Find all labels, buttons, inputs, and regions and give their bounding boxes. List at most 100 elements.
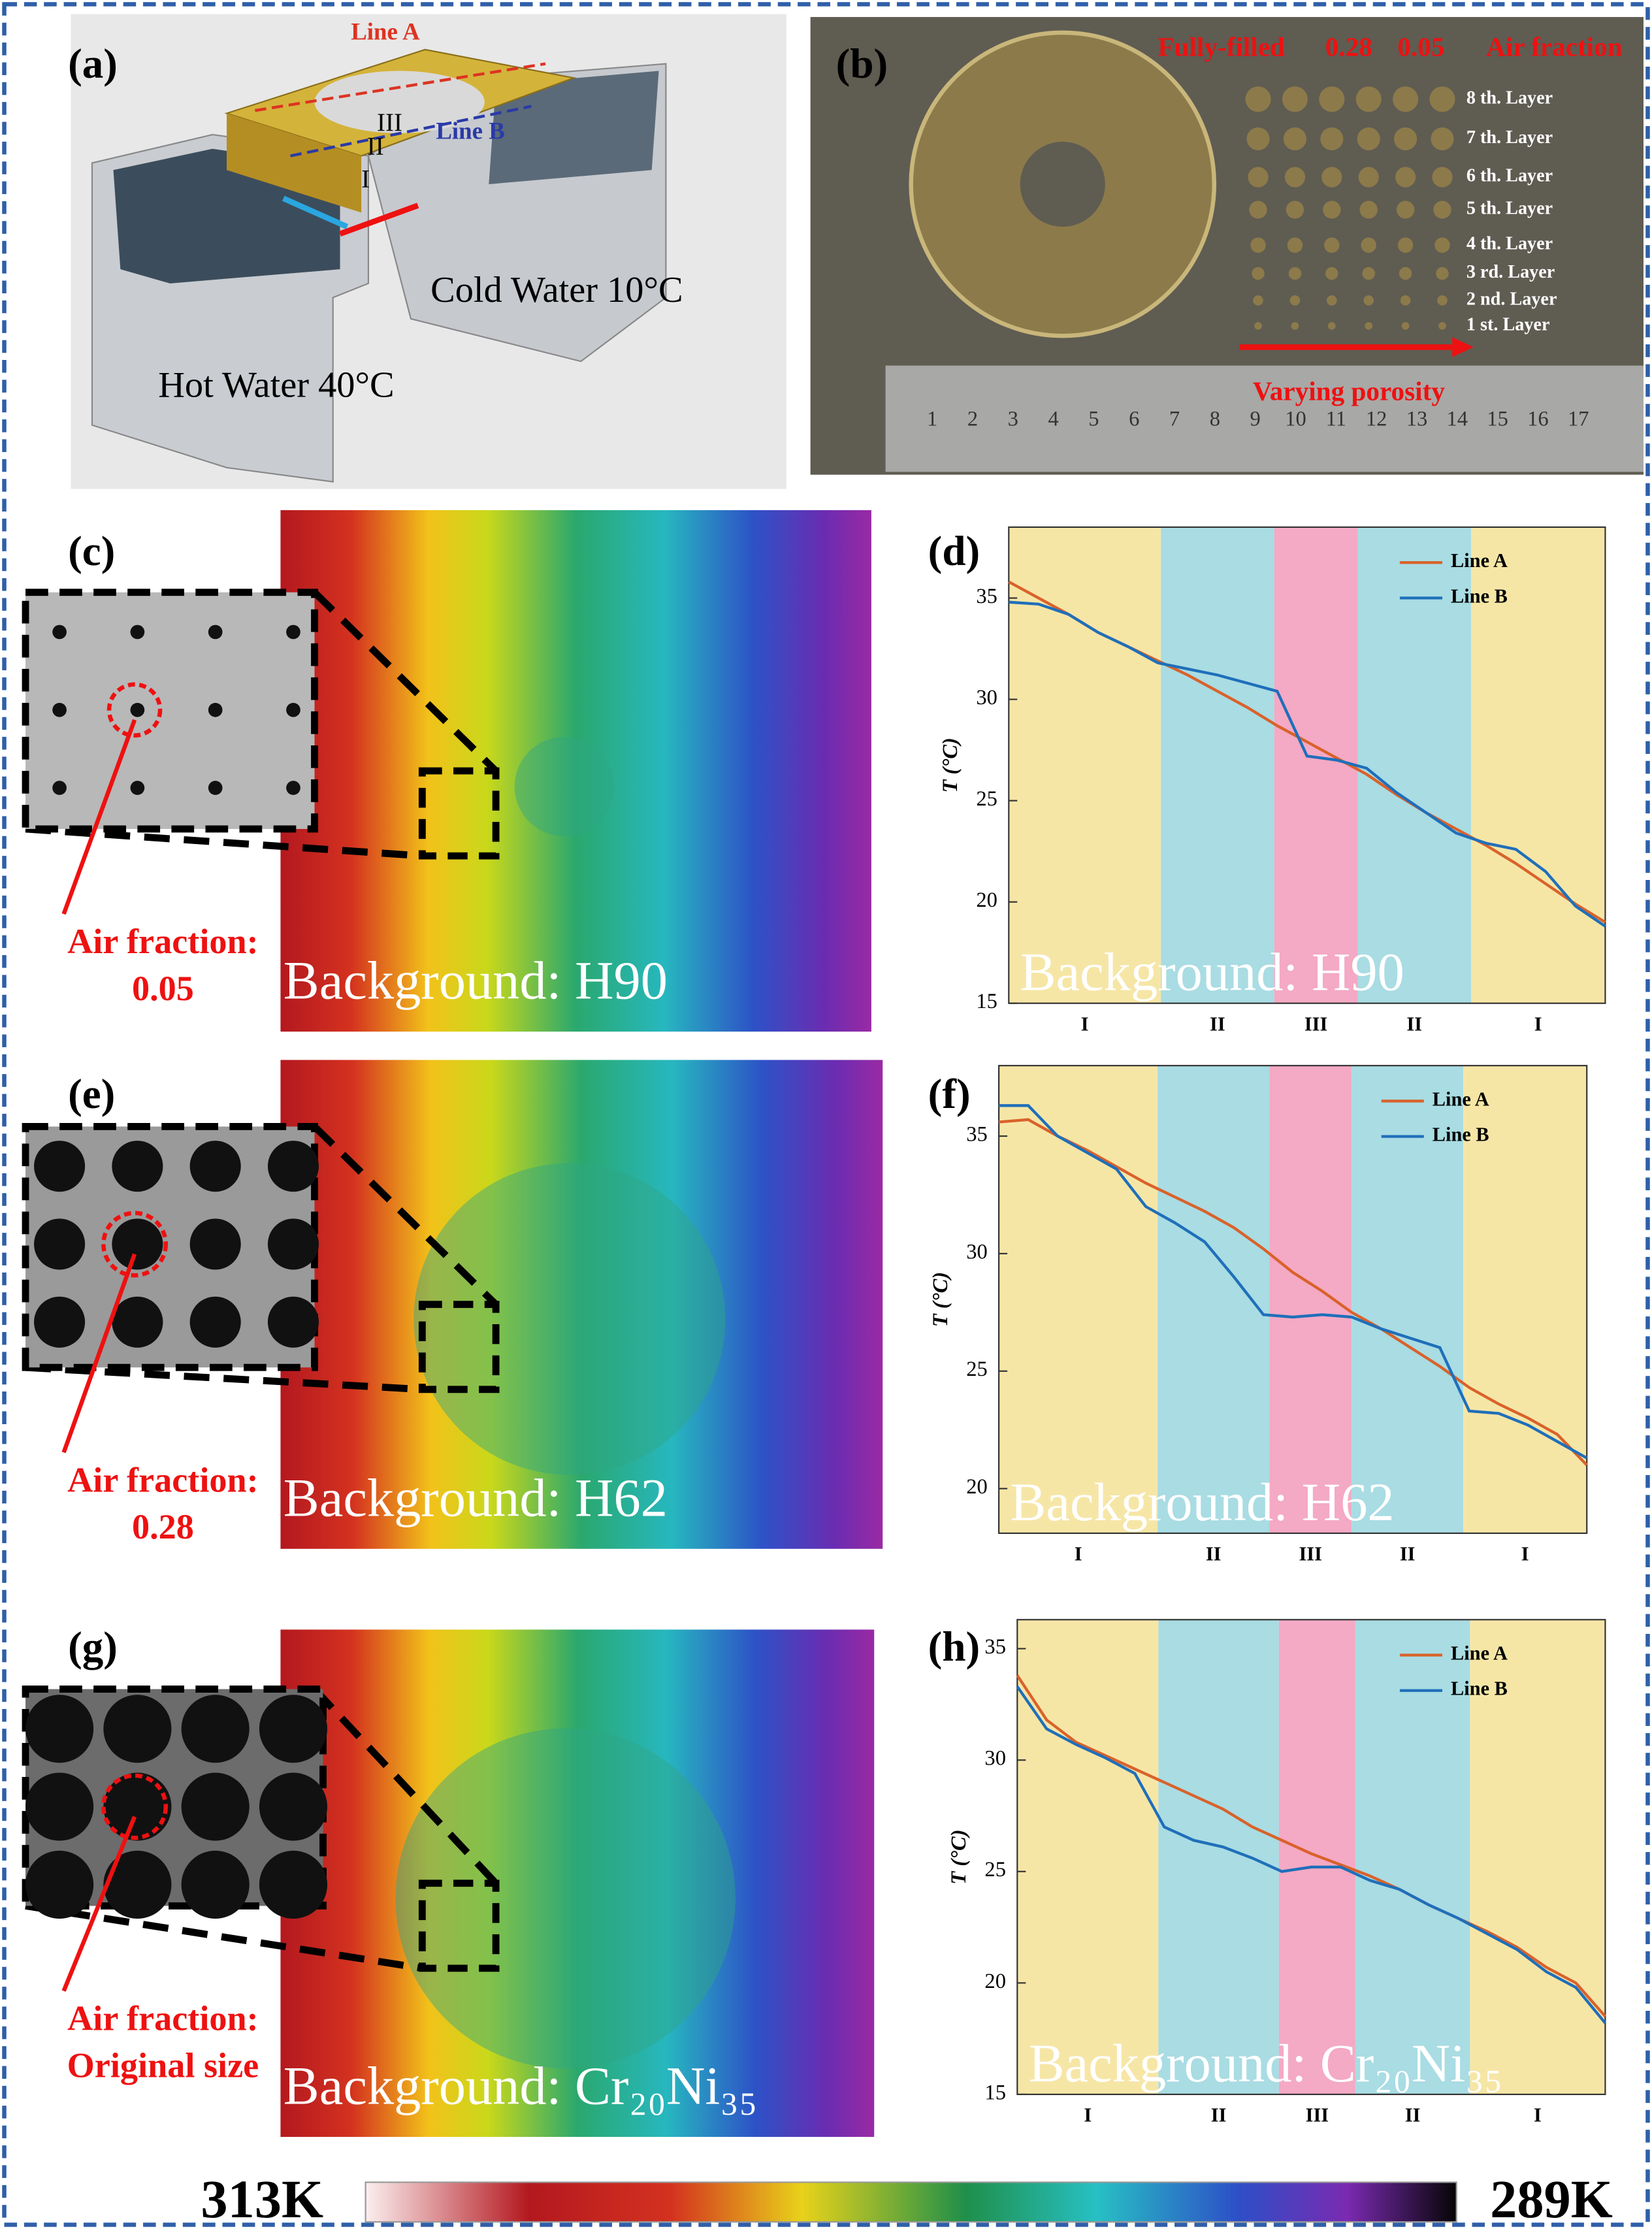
region-label: II [1211, 2104, 1227, 2126]
legend-label: Line B [1433, 1124, 1489, 1146]
pore [190, 1218, 241, 1269]
sample [1252, 267, 1265, 280]
pore [259, 1695, 327, 1763]
chart: IIIIIIIII20253035T (°C)Line ALine BBackg… [929, 1066, 1587, 1565]
label: Cold Water 10°C [430, 270, 683, 310]
region-label: III [1304, 1013, 1327, 1035]
sample [1397, 201, 1414, 218]
pore [25, 1695, 93, 1763]
sample [1286, 201, 1304, 218]
legend-label: Line A [1451, 1642, 1508, 1664]
body: Line A Line B I II III Cold Water 10°C H… [0, 0, 1652, 2229]
pore [268, 1141, 319, 1192]
caption-value: Original size [67, 2045, 259, 2085]
sample [1290, 295, 1301, 306]
annotation: Background: H62 [1010, 1472, 1394, 1532]
region-label: II [367, 133, 384, 161]
region-label: I [1521, 1543, 1529, 1565]
sample [1288, 238, 1303, 253]
region-label: I [1075, 1543, 1082, 1565]
pore [286, 625, 300, 640]
pore [112, 1141, 163, 1192]
ruler-number: 15 [1487, 408, 1508, 431]
y-tick-label: 30 [976, 686, 997, 709]
sample [1432, 167, 1452, 187]
ruler-number: 7 [1169, 408, 1180, 431]
pore [190, 1141, 241, 1192]
sample [1254, 322, 1262, 330]
sample [1323, 201, 1340, 218]
background-label: Background: Cr₂₀Ni₃₅ [283, 2057, 758, 2116]
figure: Line A Line B I II III Cold Water 10°C H… [0, 0, 1652, 2229]
pore [131, 703, 145, 717]
pore [131, 781, 145, 795]
pore [286, 781, 300, 795]
annotation: Background: Cr₂₀Ni₃₅ [1029, 2034, 1503, 2093]
sample [1289, 267, 1302, 280]
pore [131, 625, 145, 640]
thermal-images: Air fraction:0.05Background: H90Air frac… [25, 510, 883, 2137]
pore [190, 1297, 241, 1348]
y-tick-label: 20 [984, 1970, 1006, 1993]
sample [1246, 86, 1271, 112]
y-axis-label: T (°C) [947, 1829, 971, 1884]
legend-label: Line B [1451, 585, 1508, 607]
region-label: II [1210, 1013, 1225, 1035]
ruler-number: 10 [1285, 408, 1306, 431]
ruler-number: 12 [1366, 408, 1387, 431]
background-label: Background: H90 [283, 951, 668, 1011]
pore [34, 1218, 85, 1269]
pore [34, 1297, 85, 1348]
sample [1360, 201, 1378, 218]
pore [268, 1297, 319, 1348]
panel-label: (f) [928, 1071, 971, 1118]
y-tick-label: 30 [966, 1240, 988, 1263]
y-axis-label: T (°C) [929, 1272, 952, 1327]
region-label: III [1306, 2104, 1329, 2126]
caption-value: 0.05 [132, 969, 194, 1008]
region-label: II [1405, 2104, 1421, 2126]
sample [1434, 238, 1450, 253]
sample [1321, 167, 1342, 187]
ruler-number: 16 [1527, 408, 1549, 431]
sample [1362, 267, 1375, 280]
region-label: I [1084, 2104, 1092, 2126]
region-label: III [1299, 1543, 1321, 1565]
sample-disk [515, 737, 614, 836]
y-tick-label: 25 [976, 787, 997, 811]
column-header: 0.28 [1325, 31, 1372, 61]
sample [1429, 86, 1455, 112]
sample [1359, 167, 1379, 187]
y-tick-label: 30 [984, 1747, 1006, 1770]
label: Line B [436, 117, 504, 144]
pore [52, 625, 67, 640]
caption: Air fraction: [67, 1999, 259, 2038]
colorbar [366, 2182, 1457, 2222]
y-tick-label: 20 [966, 1475, 988, 1499]
sample [1361, 238, 1376, 253]
pore [182, 1851, 250, 1919]
ruler-number: 6 [1129, 408, 1139, 431]
layer-label: 5 th. Layer [1466, 198, 1553, 218]
legend-label: Line A [1433, 1088, 1489, 1110]
pore [25, 1851, 93, 1919]
pore [34, 1141, 85, 1192]
pore [208, 781, 223, 795]
pore [208, 703, 223, 717]
region [1009, 527, 1161, 1003]
panel-label: (g) [68, 1623, 118, 1670]
y-tick-label: 15 [984, 2081, 1006, 2104]
sample-disk [413, 1163, 725, 1475]
layer-label: 4 th. Layer [1466, 234, 1553, 254]
sample [1398, 238, 1413, 253]
ruler-number: 8 [1210, 408, 1220, 431]
region-label: I [1081, 1013, 1089, 1035]
sample [1327, 295, 1337, 306]
sample [1249, 201, 1267, 218]
annotation: Background: H90 [1020, 943, 1404, 1002]
pore [112, 1218, 163, 1269]
panel-label: (e) [68, 1071, 115, 1118]
sample [1401, 295, 1411, 306]
sample [1431, 127, 1453, 150]
